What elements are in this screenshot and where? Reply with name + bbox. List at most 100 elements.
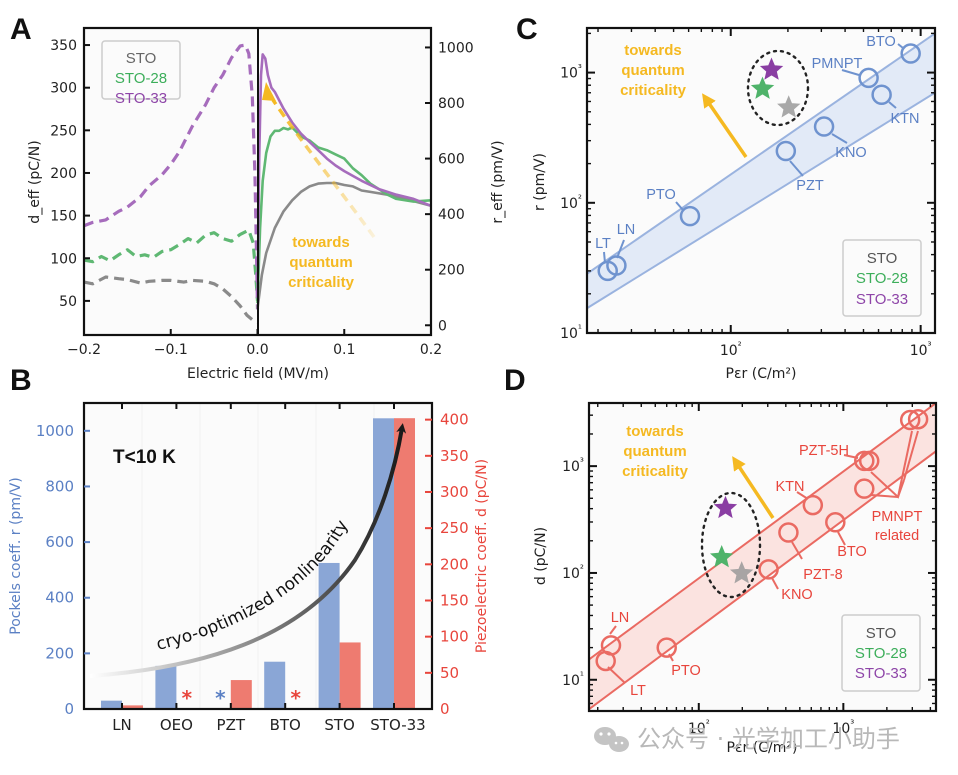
y-tick-label: 10² xyxy=(560,194,582,212)
plot-a-axes: −0.2 −0.1 0.0 0.1 0.2 50 100 150 200 250 300 350 0 20… xyxy=(50,38,473,358)
point-label-ln: LN xyxy=(611,610,630,626)
marker-pmnpt xyxy=(858,67,879,89)
panel-letter-a: A xyxy=(10,13,32,46)
point-label-ln: LN xyxy=(617,222,636,238)
leader-line-pmnpt xyxy=(870,494,899,498)
plot-d-axes: 10² 10³ 10¹ 10² 10³ xyxy=(562,403,936,737)
y-tick-label-b-left: 200 xyxy=(45,644,74,662)
leader-line-kno xyxy=(831,133,848,144)
x-tick-label-a: 0.2 xyxy=(420,342,442,358)
marker-pzt-5h xyxy=(854,450,875,472)
temperature-label: T<10 K xyxy=(113,447,176,468)
marker-pmnpt xyxy=(899,409,921,431)
x-tick-label-a: −0.1 xyxy=(154,342,188,358)
x-tick-label: 10² xyxy=(688,719,710,737)
annotation-line: towards xyxy=(624,42,682,59)
legend-c-sto33: STO-33 xyxy=(856,291,908,308)
y-tick-label-a-left: 150 xyxy=(50,209,77,225)
legend-d: STO STO-28 STO-33 xyxy=(841,614,921,692)
point-label-pto: PTO xyxy=(671,663,701,679)
leader-line-bto xyxy=(897,43,904,49)
legend-d-sto33: STO-33 xyxy=(855,665,907,682)
sto-group-ellipse xyxy=(746,49,810,127)
series-sto-solid xyxy=(256,181,432,309)
marker-pzt-8 xyxy=(778,522,799,543)
marker-kno xyxy=(758,559,779,580)
y-tick-label-b-left: 800 xyxy=(45,477,74,495)
panel-a: A towards quantum criticality −0.2 −0.1 0.0 0… xyxy=(10,13,506,382)
x-tick-label-b: BTO xyxy=(270,716,301,734)
y-tick-label-a-left: 50 xyxy=(59,294,77,310)
legend-a-sto33: STO-33 xyxy=(115,90,167,107)
bar-pockels-ln xyxy=(101,700,122,709)
trend-band-lower xyxy=(587,91,935,310)
plot-b-axes: LN OEO PZT BTO STO STO-33 0 200 400 600 800 1000 0 50… xyxy=(36,403,469,734)
x-tick-label: 10³ xyxy=(832,719,854,737)
leader-line-pto xyxy=(675,201,684,211)
y-tick-label-b-right: 300 xyxy=(440,483,469,501)
leader-line-ln xyxy=(616,239,625,259)
y-tick-label: 10¹ xyxy=(562,671,584,689)
legend-a-sto28: STO-28 xyxy=(115,70,167,87)
panel-b: B * * * cryo-optimized nonlinearity T<10 K… xyxy=(8,364,490,734)
x-tick-label-b: PZT xyxy=(217,716,246,734)
y-tick-label-b-right: 50 xyxy=(440,664,459,682)
quantum-arrow xyxy=(702,93,748,158)
y-tick-label-a-right: 400 xyxy=(438,207,465,223)
point-label-pmnpt: PMNPT xyxy=(812,56,863,72)
point-label-ktn: KTN xyxy=(891,111,920,127)
leader-line-pmnpt xyxy=(903,430,919,481)
marker-lt xyxy=(595,650,616,672)
x-axis-label-a: Electric field (MV/m) xyxy=(187,366,329,382)
marker-pmnpt xyxy=(854,478,875,499)
y-tick-label-a-left: 100 xyxy=(50,251,77,267)
y-tick-label-a-right: 1000 xyxy=(438,40,474,56)
y-axis-label-a-right: r_eff (pm/V) xyxy=(490,140,506,223)
series-sto-33-dashed xyxy=(83,43,260,310)
marker-bto xyxy=(900,43,921,64)
legend-d-sto28: STO-28 xyxy=(855,645,907,662)
x-tick-label-a: 0.0 xyxy=(246,342,268,358)
y-tick-label-a-right: 200 xyxy=(438,263,465,279)
annotation-line: quantum xyxy=(621,62,684,79)
y-tick-label-b-left: 0 xyxy=(64,700,74,718)
legend-a-sto: STO xyxy=(126,50,157,67)
y-axis-label-c: r (pm/V) xyxy=(532,153,548,211)
y-tick-label: 10¹ xyxy=(560,324,582,342)
trend-band-upper xyxy=(589,403,936,661)
star-sto-33 xyxy=(759,57,784,80)
y-tick-label-b-right: 350 xyxy=(440,447,469,465)
panel-letter-c: C xyxy=(516,13,538,46)
star-sto-28 xyxy=(750,76,775,99)
x-tick-label: 10² xyxy=(720,341,742,359)
y-tick-label-a-right: 600 xyxy=(438,152,465,168)
plot-c-frame xyxy=(585,26,937,335)
point-label-pzt-8: PZT-8 xyxy=(803,567,842,583)
annotation-a-line: towards xyxy=(292,234,350,251)
point-label-lt: LT xyxy=(630,683,646,699)
point-label-bto: BTO xyxy=(837,544,867,560)
wechat-icon xyxy=(594,727,629,752)
star-sto xyxy=(777,95,801,118)
marker-pto xyxy=(679,205,701,227)
missing-marker-piezo-oeo: * xyxy=(182,686,193,710)
annotation-line: criticality xyxy=(620,82,687,99)
leader-line-pmnpt xyxy=(841,69,860,76)
y-tick-label-b-left: 1000 xyxy=(36,422,74,440)
cryo-arrow xyxy=(89,423,407,678)
marker-pto xyxy=(656,637,677,658)
point-label-pzt: PZT xyxy=(796,178,824,194)
trend-band xyxy=(589,403,936,710)
leader-line-pzt-8 xyxy=(791,541,803,560)
y-tick-label-a-right: 800 xyxy=(438,96,465,112)
point-label-pto: PTO xyxy=(646,187,676,203)
y-tick-label: 10³ xyxy=(560,64,582,82)
plot-b-frame xyxy=(82,401,434,711)
watermark: 公众号 · 光学加工小助手 xyxy=(594,725,900,753)
plot-d-frame xyxy=(587,401,938,713)
point-label-ktn: KTN xyxy=(776,479,805,495)
y-tick-label-b-right: 0 xyxy=(440,700,450,718)
bar-pockels-sto-33 xyxy=(373,418,394,709)
x-axis-label-c: Pεr (C/m²) xyxy=(726,366,797,382)
y-tick-label-a-left: 350 xyxy=(50,38,77,54)
